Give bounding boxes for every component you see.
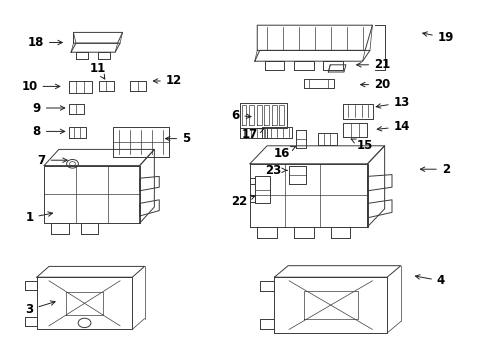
Text: 8: 8 — [33, 125, 65, 138]
Text: 22: 22 — [231, 195, 255, 208]
Text: 1: 1 — [25, 211, 52, 224]
Text: 10: 10 — [21, 80, 60, 93]
Text: 6: 6 — [231, 109, 251, 122]
Text: 2: 2 — [420, 163, 450, 176]
Text: 16: 16 — [273, 147, 295, 159]
Text: 23: 23 — [265, 164, 287, 177]
Text: 13: 13 — [376, 96, 410, 109]
Text: 19: 19 — [423, 31, 454, 44]
Text: 14: 14 — [377, 120, 410, 133]
Text: 15: 15 — [351, 139, 373, 152]
Text: 21: 21 — [357, 58, 391, 71]
Text: 20: 20 — [361, 78, 391, 91]
Text: 12: 12 — [153, 75, 182, 87]
Text: 3: 3 — [25, 301, 55, 316]
Text: 4: 4 — [416, 274, 445, 287]
Text: 9: 9 — [33, 102, 65, 114]
Text: 18: 18 — [27, 36, 62, 49]
Text: 17: 17 — [242, 128, 264, 141]
Text: 7: 7 — [38, 154, 67, 167]
Text: 5: 5 — [166, 132, 190, 145]
Text: 11: 11 — [90, 62, 106, 79]
